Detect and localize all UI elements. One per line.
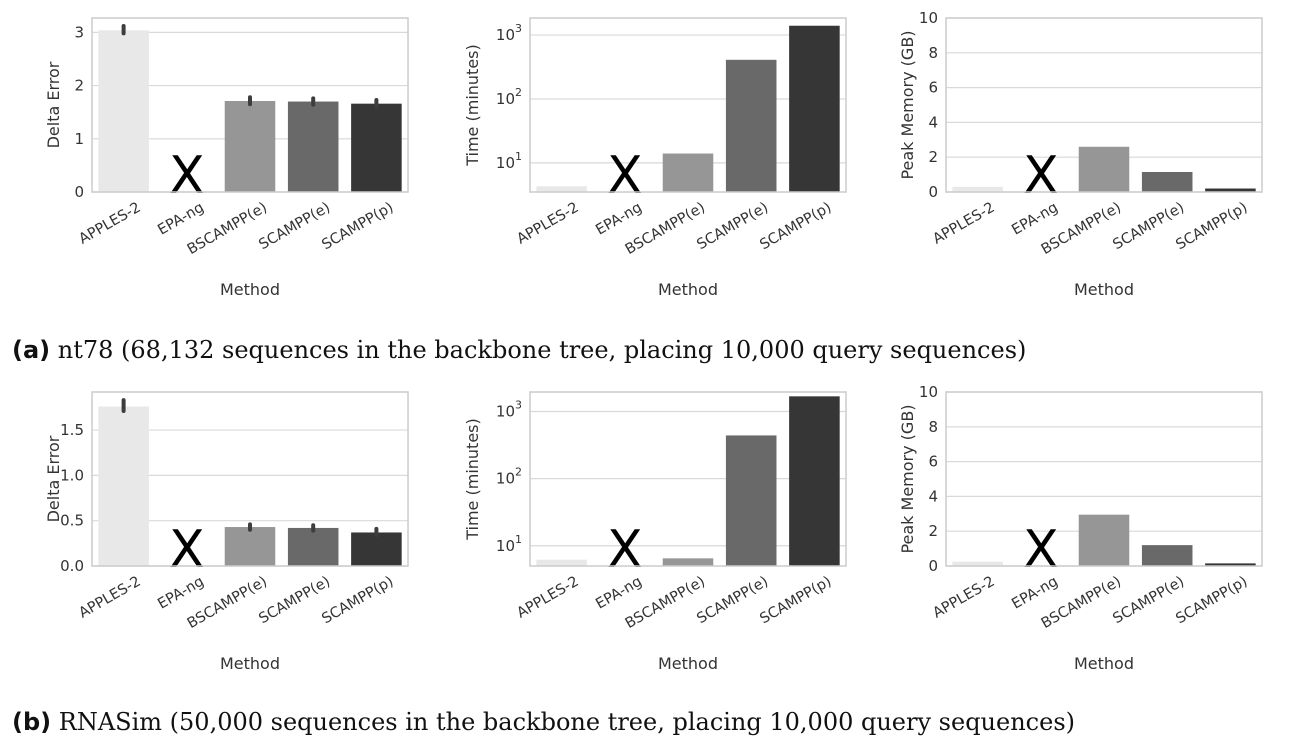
x-tick-label: SCAMPP(p) xyxy=(757,200,834,254)
y-axis-label: Delta Error xyxy=(44,435,63,522)
bar xyxy=(1141,545,1193,566)
x-tick-label: SCAMPP(p) xyxy=(1173,574,1250,628)
x-tick-label: APPLES-2 xyxy=(930,200,997,248)
bar xyxy=(725,59,777,192)
y-tick-label: 4 xyxy=(928,113,938,131)
x-tick-label: SCAMPP(p) xyxy=(319,574,396,628)
y-tick-label: 2 xyxy=(928,522,938,540)
axes-frame xyxy=(945,391,1263,567)
bar xyxy=(98,30,149,193)
y-tick-label: 0 xyxy=(928,183,938,201)
caption-b-label: (b) xyxy=(12,708,52,736)
y-tick-label: 0.5 xyxy=(60,512,84,530)
x-tick-label: SCAMPP(p) xyxy=(1173,200,1250,254)
bar xyxy=(1205,563,1256,566)
bar xyxy=(952,186,1003,192)
y-tick-label: 0 xyxy=(74,183,84,201)
caption-a-text: nt78 (68,132 sequences in the backbone t… xyxy=(57,336,1027,364)
missing-result-mark: X xyxy=(169,520,205,580)
x-tick-label: APPLES-2 xyxy=(514,200,581,248)
missing-result-mark: X xyxy=(1023,520,1059,580)
y-tick-label: 0 xyxy=(928,557,938,575)
chart-panel-0-0: 0123APPLES-2XEPA-ngBSCAMPP(e)SCAMPP(e)SC… xyxy=(44,17,409,299)
y-tick-label: 102 xyxy=(496,466,522,488)
y-axis-label: Delta Error xyxy=(44,61,63,148)
bar xyxy=(662,558,714,566)
bar xyxy=(725,435,777,566)
missing-result-mark: X xyxy=(1023,146,1059,206)
caption-b-text: RNASim (50,000 sequences in the backbone… xyxy=(58,708,1075,736)
axes-frame xyxy=(529,17,847,193)
chart-panel-0-1: 101102103APPLES-2XEPA-ngBSCAMPP(e)SCAMPP… xyxy=(463,17,847,299)
axes-frame xyxy=(945,17,1263,193)
x-tick-label: SCAMPP(p) xyxy=(319,200,396,254)
y-tick-label: 2 xyxy=(74,77,84,95)
bar xyxy=(351,103,402,192)
bar xyxy=(536,559,587,566)
x-tick-label: APPLES-2 xyxy=(930,574,997,622)
x-tick-label: APPLES-2 xyxy=(76,200,143,248)
y-tick-label: 103 xyxy=(496,22,522,44)
y-tick-label: 6 xyxy=(928,79,938,97)
bar xyxy=(1078,146,1130,192)
x-axis-label: Method xyxy=(1074,280,1134,299)
chart-panel-1-1: 101102103APPLES-2XEPA-ngBSCAMPP(e)SCAMPP… xyxy=(463,391,847,673)
x-tick-label: APPLES-2 xyxy=(76,574,143,622)
y-tick-label: 101 xyxy=(496,150,522,172)
y-axis-label: Time (minutes) xyxy=(463,44,482,167)
chart-panel-1-2: 0246810APPLES-2XEPA-ngBSCAMPP(e)SCAMPP(e… xyxy=(898,383,1263,673)
axes-frame xyxy=(91,17,409,193)
y-tick-label: 101 xyxy=(496,533,522,555)
y-tick-label: 8 xyxy=(928,44,938,62)
chart-panel-1-0: 0.00.51.01.5APPLES-2XEPA-ngBSCAMPP(e)SCA… xyxy=(44,391,409,673)
y-tick-label: 0.0 xyxy=(60,557,84,575)
bar xyxy=(952,561,1003,566)
y-tick-label: 6 xyxy=(928,453,938,471)
y-tick-label: 4 xyxy=(928,487,938,505)
y-tick-label: 8 xyxy=(928,418,938,436)
x-axis-label: Method xyxy=(658,654,718,673)
chart-panel-0-2: 0246810APPLES-2XEPA-ngBSCAMPP(e)SCAMPP(e… xyxy=(898,9,1263,299)
y-tick-label: 10 xyxy=(919,383,938,401)
caption-a-label: (a) xyxy=(12,336,51,364)
x-axis-label: Method xyxy=(220,654,280,673)
bar xyxy=(1141,171,1193,192)
y-tick-label: 1.5 xyxy=(60,421,84,439)
y-tick-label: 1 xyxy=(74,130,84,148)
x-tick-label: SCAMPP(p) xyxy=(757,574,834,628)
bar xyxy=(536,186,587,192)
y-tick-label: 1.0 xyxy=(60,466,84,484)
bar xyxy=(224,527,276,566)
axes-frame xyxy=(529,391,847,567)
axes-frame xyxy=(91,391,409,567)
bar xyxy=(1205,188,1256,192)
bar xyxy=(662,153,714,192)
y-tick-label: 103 xyxy=(496,398,522,420)
y-tick-label: 102 xyxy=(496,86,522,108)
caption-b: (b) RNASim (50,000 sequences in the back… xyxy=(12,708,1075,736)
y-tick-label: 3 xyxy=(74,23,84,41)
bar xyxy=(1078,514,1130,566)
y-tick-label: 2 xyxy=(928,148,938,166)
bar xyxy=(224,101,276,192)
bar xyxy=(789,25,840,193)
missing-result-mark: X xyxy=(169,146,205,206)
y-axis-label: Peak Memory (GB) xyxy=(898,30,917,179)
y-axis-label: Time (minutes) xyxy=(463,418,482,541)
missing-result-mark: X xyxy=(607,146,643,206)
x-axis-label: Method xyxy=(1074,654,1134,673)
bar xyxy=(789,396,840,566)
y-axis-label: Peak Memory (GB) xyxy=(898,404,917,553)
y-tick-label: 10 xyxy=(919,9,938,27)
x-tick-label: APPLES-2 xyxy=(514,574,581,622)
x-axis-label: Method xyxy=(220,280,280,299)
bar xyxy=(287,101,339,192)
caption-a: (a) nt78 (68,132 sequences in the backbo… xyxy=(12,336,1026,364)
bar xyxy=(98,406,149,566)
bar xyxy=(287,527,339,566)
x-axis-label: Method xyxy=(658,280,718,299)
missing-result-mark: X xyxy=(607,520,643,580)
bar xyxy=(351,532,402,566)
